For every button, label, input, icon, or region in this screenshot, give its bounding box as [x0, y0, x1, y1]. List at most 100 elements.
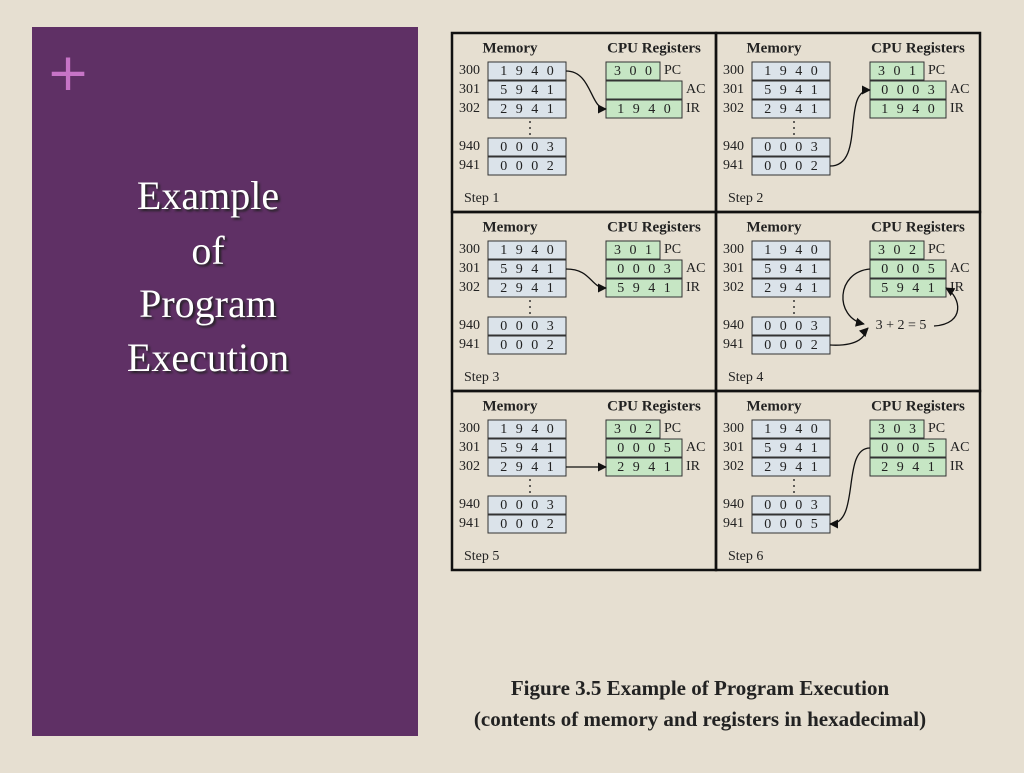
register-value: 1 9 4 0 [617, 102, 671, 117]
register-value: 0 0 0 5 [617, 441, 671, 456]
register-name: IR [686, 280, 701, 295]
memory-contents: 0 0 0 3 [500, 319, 554, 334]
title-line: of [191, 228, 225, 273]
address: 301 [459, 82, 480, 97]
registers-header: CPU Registers [871, 398, 965, 414]
register-value: 1 9 4 0 [881, 102, 935, 117]
note: 3 + 2 = 5 [876, 318, 927, 333]
register-value: 3 0 2 [878, 243, 916, 258]
memory-cell [487, 316, 567, 336]
memory-cell [751, 419, 831, 439]
memory-cell [487, 99, 567, 119]
register-name: PC [664, 421, 681, 436]
address: 940 [459, 318, 480, 333]
register-name: AC [686, 440, 705, 455]
address: 300 [723, 421, 744, 436]
arrow [565, 268, 607, 293]
register-value: 3 0 3 [878, 422, 916, 437]
address: 301 [723, 82, 744, 97]
memory-contents: 2 9 4 1 [764, 281, 818, 296]
title-panel [32, 27, 418, 736]
memory-contents: 1 9 4 0 [500, 422, 554, 437]
register-name: IR [950, 101, 965, 116]
memory-cell [487, 335, 567, 355]
memory-contents: 5 9 4 1 [500, 262, 554, 277]
address: 302 [723, 280, 744, 295]
address: 300 [723, 242, 744, 257]
register-name: PC [928, 63, 945, 78]
caption: (contents of memory and registers in hex… [474, 707, 926, 731]
memory-contents: 0 0 0 3 [764, 319, 818, 334]
register-name: PC [928, 242, 945, 257]
register [869, 419, 925, 439]
register-value: 5 9 4 1 [617, 281, 671, 296]
registers-header: CPU Registers [607, 219, 701, 235]
register-value: 5 9 4 1 [881, 281, 935, 296]
register-name: AC [686, 261, 705, 276]
step-panel [714, 389, 982, 572]
register-value: 0 0 0 5 [881, 441, 935, 456]
memory-contents: 1 9 4 0 [764, 243, 818, 258]
memory-cell [751, 278, 831, 298]
memory-contents: 1 9 4 0 [500, 243, 554, 258]
memory-cell [487, 240, 567, 260]
registers-header: CPU Registers [871, 40, 965, 56]
register [605, 438, 683, 458]
register-name: IR [950, 459, 965, 474]
title-line: Example [137, 173, 279, 218]
register-value: 3 0 1 [614, 243, 652, 258]
memory-contents: 0 0 0 3 [764, 498, 818, 513]
register-name: IR [686, 101, 701, 116]
memory-contents: 1 9 4 0 [764, 64, 818, 79]
step-label: Step 1 [464, 191, 499, 206]
title-line: Program [139, 281, 277, 326]
address: 301 [723, 440, 744, 455]
memory-cell [487, 438, 567, 458]
register-name: AC [950, 440, 969, 455]
address: 940 [723, 318, 744, 333]
register [605, 80, 683, 100]
register-name: AC [950, 261, 969, 276]
arrow [829, 327, 869, 346]
title-line: Execution [127, 335, 289, 380]
memory-cell [751, 240, 831, 260]
memory-header: Memory [747, 219, 802, 235]
register-name: PC [664, 242, 681, 257]
register-value: 0 0 0 3 [881, 83, 935, 98]
registers-header: CPU Registers [607, 398, 701, 414]
step-label: Step 4 [728, 370, 763, 385]
memory-header: Memory [483, 219, 538, 235]
register [869, 240, 925, 260]
memory-contents: 0 0 0 2 [500, 338, 554, 353]
memory-contents: 2 9 4 1 [764, 102, 818, 117]
register-name: IR [686, 459, 701, 474]
memory-contents: 0 0 0 2 [764, 159, 818, 174]
register [869, 457, 947, 477]
address: 302 [459, 101, 480, 116]
step-label: Step 5 [464, 549, 499, 564]
address: 301 [723, 261, 744, 276]
memory-header: Memory [483, 40, 538, 56]
address: 300 [459, 63, 480, 78]
memory-cell [751, 259, 831, 279]
memory-contents: 2 9 4 1 [500, 281, 554, 296]
memory-cell [487, 514, 567, 534]
memory-header: Memory [747, 40, 802, 56]
register [869, 61, 925, 81]
memory-cell [751, 99, 831, 119]
address: 302 [459, 280, 480, 295]
register [605, 61, 661, 81]
caption: Figure 3.5 Example of Program Execution [511, 676, 890, 700]
address: 940 [459, 497, 480, 512]
address: 941 [459, 337, 480, 352]
step-label: Step 6 [728, 549, 763, 564]
memory-cell [751, 61, 831, 81]
register-name: AC [686, 82, 705, 97]
address: 300 [459, 242, 480, 257]
address: 940 [459, 139, 480, 154]
register-value: 2 9 4 1 [617, 460, 671, 475]
memory-contents: 0 0 0 3 [764, 140, 818, 155]
register [605, 240, 661, 260]
memory-contents: 2 9 4 1 [500, 102, 554, 117]
